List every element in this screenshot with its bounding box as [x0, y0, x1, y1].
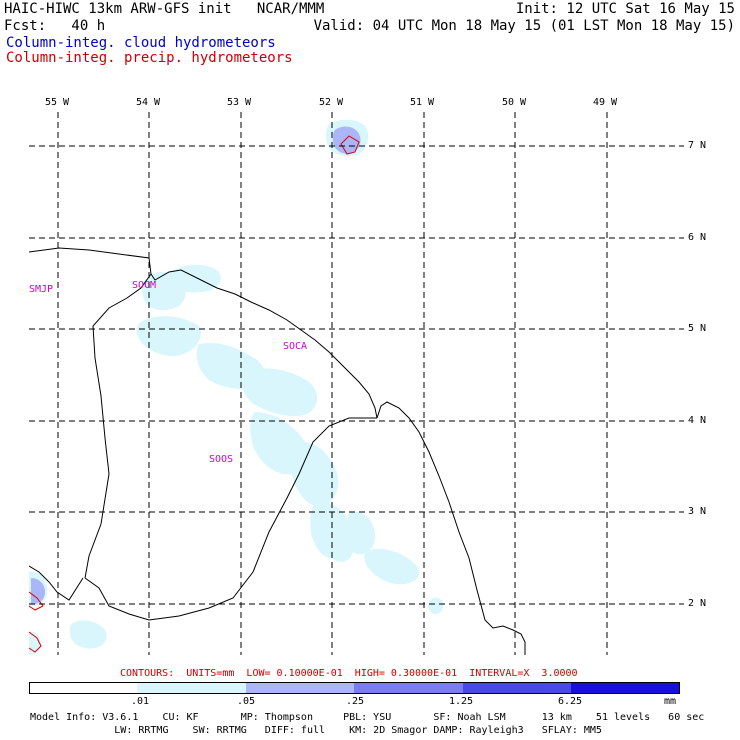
colorbar-tick-0: .01	[131, 696, 150, 707]
model-info-line2: LW: RRTMG SW: RRTMG DIFF: full KM: 2D Sm…	[30, 725, 602, 736]
colorbar-bin-0	[29, 682, 137, 694]
colorbar-bin-3	[354, 682, 463, 694]
lon-label-52w: 52 W	[319, 97, 344, 108]
station-smjp: SMJP	[29, 284, 54, 295]
lon-label-49w: 49 W	[593, 97, 618, 108]
cloud-fill-areas	[29, 119, 444, 655]
lat-label-6n: 6 N	[688, 232, 707, 243]
precip-contours	[29, 135, 360, 653]
field-precip-label: Column-integ. precip. hydrometeors	[6, 50, 293, 66]
colorbar-bin-1	[137, 682, 246, 694]
valid-time: Valid: 04 UTC Mon 18 May 15 (01 LST Mon …	[313, 18, 735, 34]
station-soca: SOCA	[283, 341, 308, 352]
model-title: HAIC-HIWC 13km ARW-GFS init NCAR/MMM	[4, 1, 325, 17]
colorbar-unit: mm	[664, 696, 677, 707]
colorbar-tick-1: .05	[237, 696, 256, 707]
station-socm: SOCM	[132, 280, 157, 291]
lon-label-50w: 50 W	[502, 97, 527, 108]
colorbar-tick-3: 1.25	[449, 696, 474, 707]
lon-label-55w: 55 W	[45, 97, 70, 108]
forecast-map	[29, 112, 684, 655]
lat-label-3n: 3 N	[688, 506, 707, 517]
model-info-line1: Model Info: V3.6.1 CU: KF MP: Thompson P…	[30, 712, 705, 723]
lon-label-51w: 51 W	[410, 97, 435, 108]
field-cloud-label: Column-integ. cloud hydrometeors	[6, 35, 276, 51]
lat-label-4n: 4 N	[688, 415, 707, 426]
init-time: Init: 12 UTC Sat 16 May 15	[515, 1, 735, 17]
lat-label-7n: 7 N	[688, 140, 707, 151]
contours-info: CONTOURS: UNITS=mm LOW= 0.10000E-01 HIGH…	[120, 668, 578, 679]
colorbar-tick-2: .25	[346, 696, 365, 707]
map-background	[29, 112, 684, 655]
colorbar-bin-4	[463, 682, 571, 694]
coastlines-borders	[29, 247, 526, 655]
colorbar	[29, 682, 680, 694]
colorbar-bin-5	[571, 682, 679, 694]
latlon-grid	[29, 112, 684, 655]
colorbar-bin-2	[246, 682, 354, 694]
station-soos: SOOS	[209, 454, 234, 465]
lon-label-53w: 53 W	[227, 97, 252, 108]
lat-label-2n: 2 N	[688, 598, 707, 609]
lon-label-54w: 54 W	[136, 97, 161, 108]
colorbar-tick-4: 6.25	[558, 696, 583, 707]
cloud-fill-heavier	[31, 126, 361, 604]
lat-label-5n: 5 N	[688, 323, 707, 334]
forecast-hour: Fcst: 40 h	[4, 18, 106, 34]
colorbar-frame	[29, 682, 680, 694]
